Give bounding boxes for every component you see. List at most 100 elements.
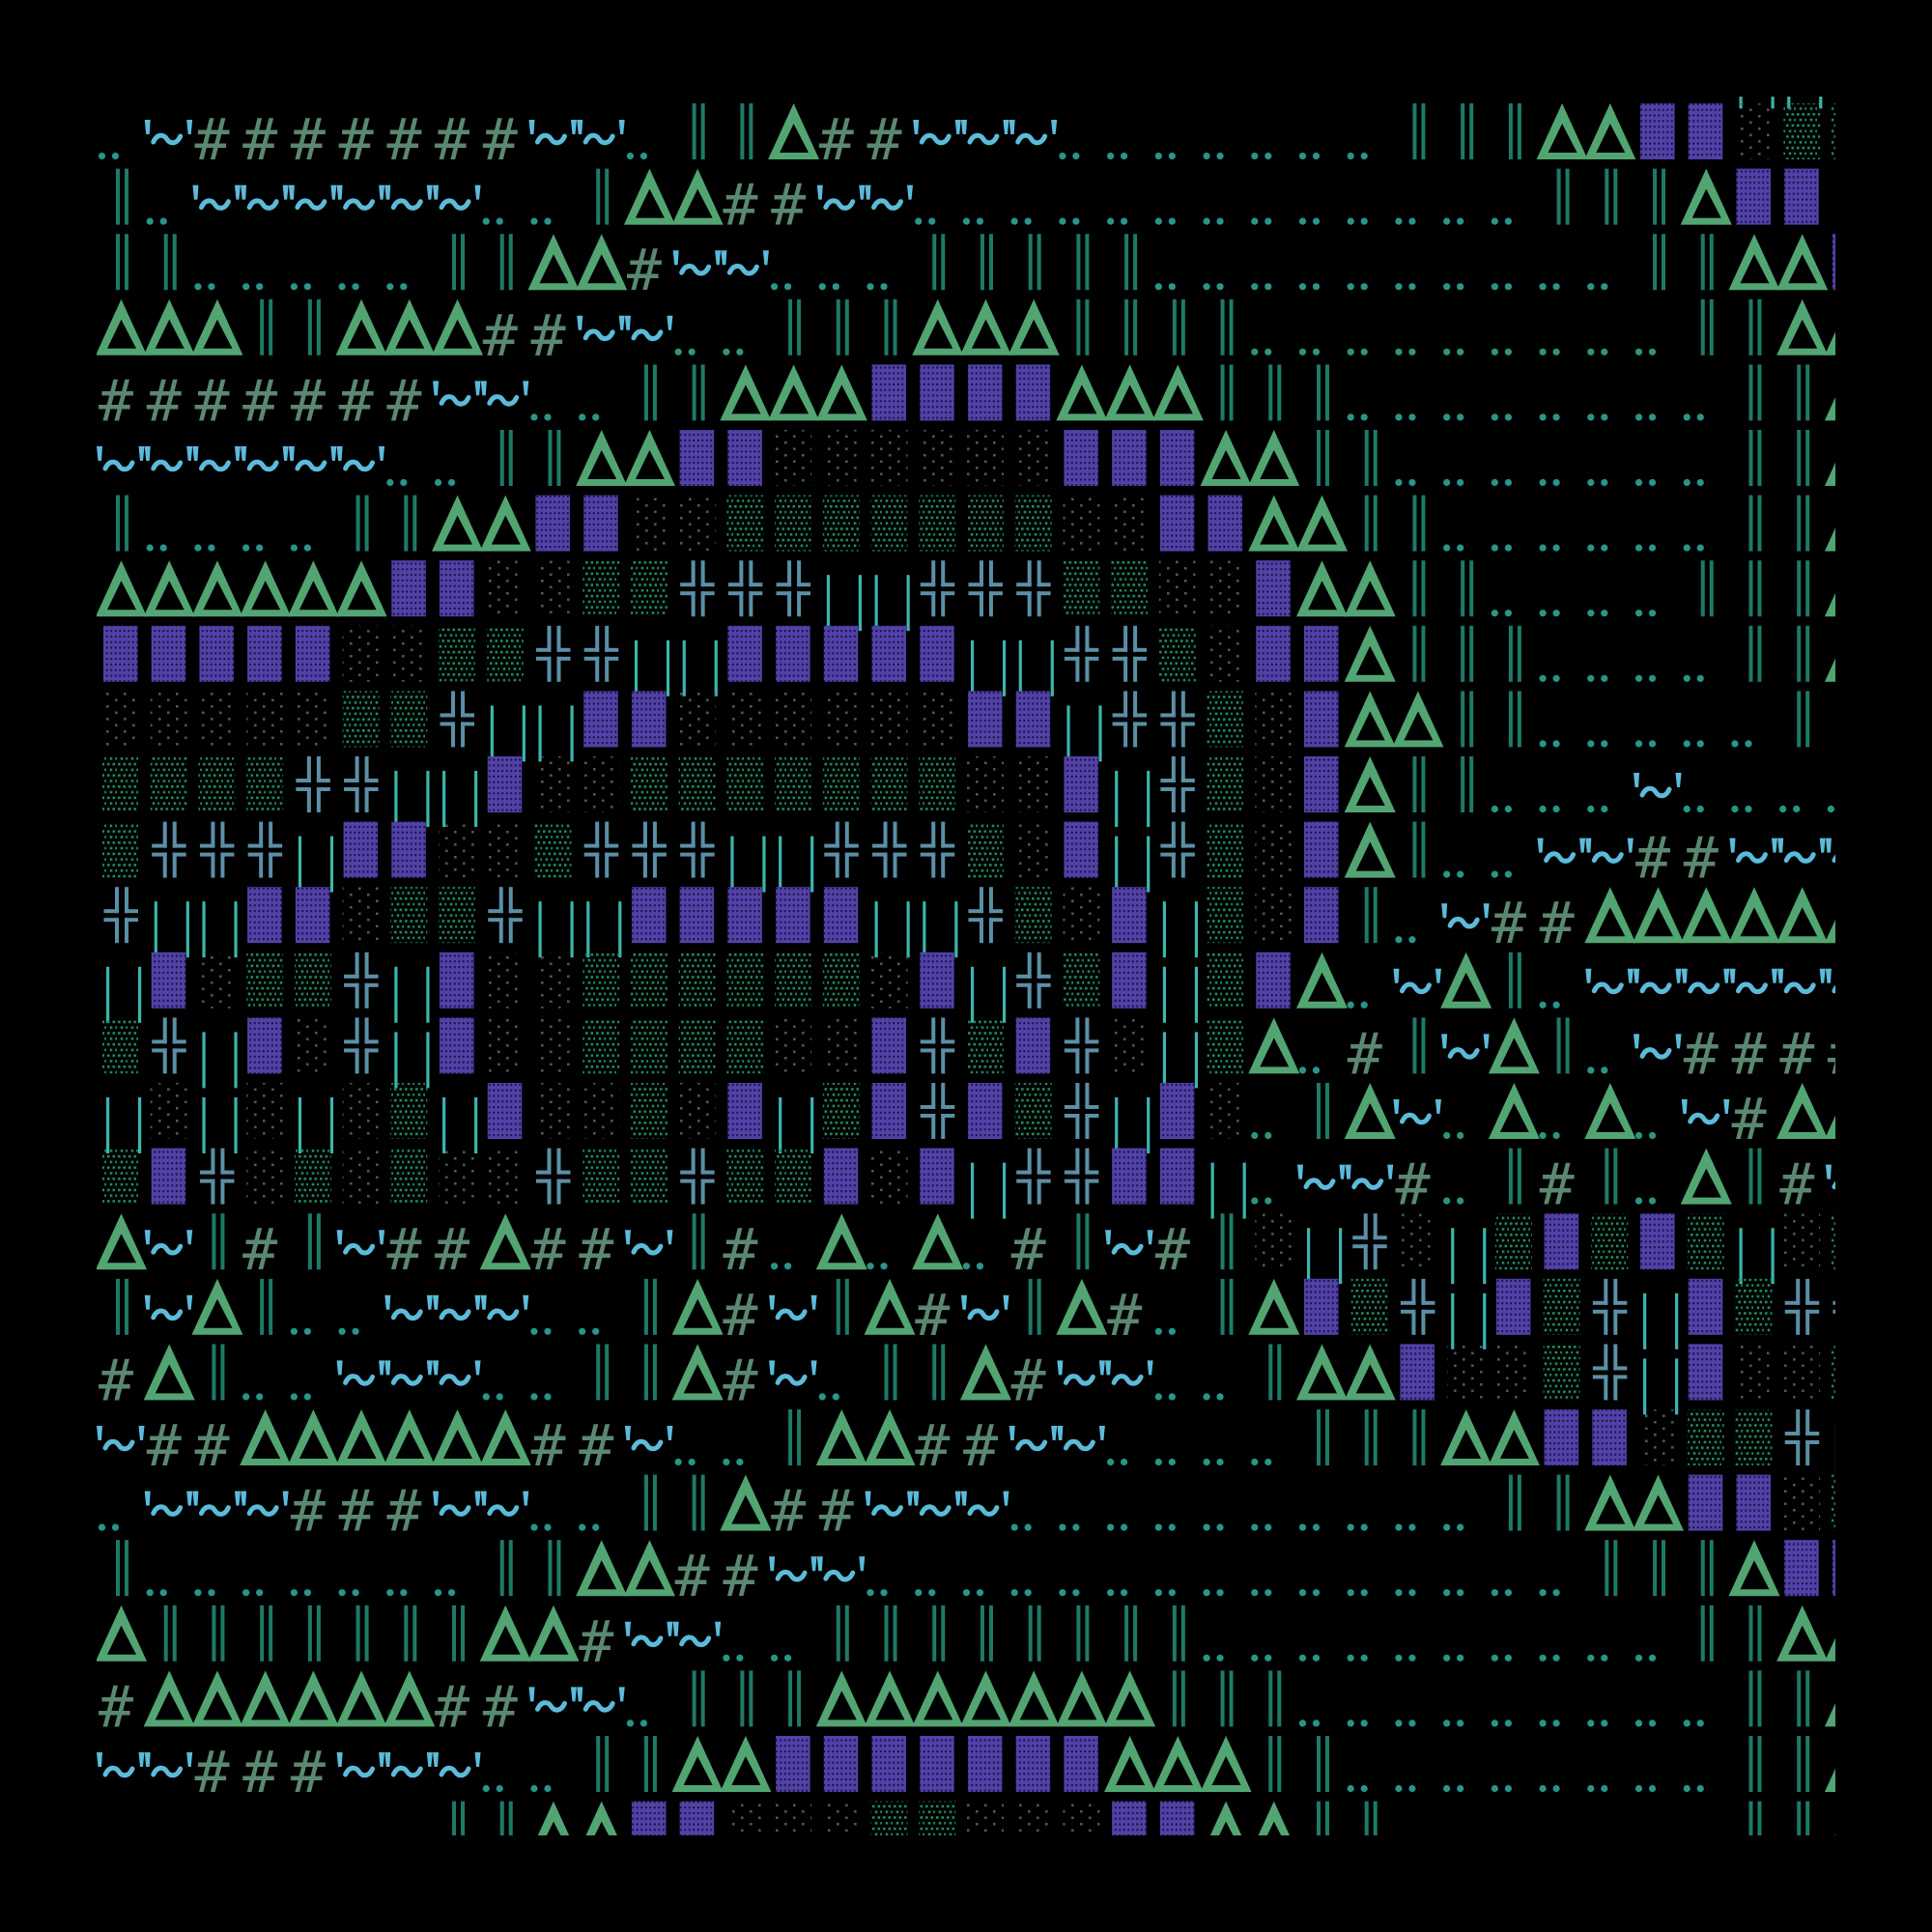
- glyph-light-shade: [1255, 821, 1293, 878]
- glyph-dots: [1491, 1719, 1512, 1727]
- glyph-dots: [1298, 152, 1321, 160]
- glyph-double-bar: [1508, 952, 1521, 1009]
- glyph-dots: [434, 478, 456, 487]
- glyph-medium-shade: [870, 495, 908, 552]
- glyph-wave: [1297, 1164, 1346, 1190]
- glyph-double-bar: [836, 1605, 849, 1662]
- glyph-row: # # #: [99, 1670, 1835, 1741]
- glyph-dense-block: [871, 1736, 907, 1792]
- glyph-medium-shade: [775, 952, 812, 1009]
- glyph-medium-shade: [1207, 952, 1244, 1009]
- glyph-double-bar: [1172, 298, 1185, 355]
- glyph-light-shade: [1063, 1801, 1100, 1835]
- glyph-dense-block: [1688, 1474, 1723, 1531]
- glyph-cyan-bars: [202, 901, 238, 958]
- glyph-double-bar: [740, 1670, 753, 1727]
- glyph-double-bar: [1124, 234, 1138, 291]
- svg-text:#: #: [194, 1739, 229, 1806]
- glyph-dots: [1443, 1784, 1464, 1793]
- glyph-medium-shade: [1063, 952, 1100, 1009]
- glyph-cross: [1016, 1148, 1051, 1205]
- glyph-cross: [920, 1083, 955, 1139]
- glyph-dots: [338, 1327, 359, 1335]
- glyph-double-bar: [884, 1605, 897, 1662]
- glyph-cyan-bars: [394, 771, 430, 827]
- glyph-dots: [1683, 1719, 1704, 1727]
- glyph-delta: [1824, 658, 1835, 682]
- glyph-dots: [1683, 674, 1704, 682]
- glyph-double-bar: [1700, 560, 1714, 617]
- glyph-double-bar: [1797, 364, 1810, 421]
- glyph-double-bar: [1461, 103, 1474, 159]
- glyph-dense-block: [1256, 560, 1291, 617]
- glyph-double-bar: [452, 1801, 466, 1835]
- glyph-dots: [1491, 1784, 1512, 1793]
- glyph-double-bar: [1797, 625, 1810, 682]
- svg-text:#: #: [242, 367, 277, 435]
- glyph-wave: [1634, 1034, 1682, 1060]
- glyph-delta: [1536, 103, 1588, 159]
- glyph-hash: #: [1540, 890, 1575, 957]
- glyph-dots: [1539, 1001, 1560, 1009]
- glyph-double-bar: [1124, 1605, 1138, 1662]
- glyph-double-bar: [116, 168, 128, 225]
- glyph-medium-shade: [726, 1148, 764, 1205]
- glyph-dense-block: [247, 887, 282, 944]
- glyph-medium-shade: [726, 1017, 764, 1074]
- glyph-delta: [384, 298, 436, 355]
- glyph-dots: [1539, 740, 1560, 748]
- glyph-double-bar: [307, 1605, 321, 1662]
- glyph-wave: [721, 250, 769, 276]
- glyph-dense-block: [1736, 1474, 1771, 1531]
- glyph-dense-block: [1784, 168, 1819, 225]
- glyph-hash: #: [723, 1216, 757, 1284]
- glyph-delta: [527, 1605, 580, 1662]
- glyph-medium-shade: [486, 625, 524, 682]
- glyph-wave: [433, 1491, 481, 1517]
- glyph-dots: [1107, 152, 1128, 160]
- glyph-double-bar: [1076, 1605, 1090, 1662]
- glyph-delta: [191, 560, 243, 617]
- glyph-medium-shade: [294, 1148, 331, 1205]
- glyph-cross: [1064, 1148, 1099, 1205]
- glyph-medium-shade: [726, 756, 764, 812]
- glyph-double-bar: [1700, 298, 1714, 355]
- glyph-delta: [1056, 1278, 1108, 1335]
- glyph-medium-shade: [678, 1017, 716, 1074]
- glyph-dots: [818, 1393, 839, 1401]
- glyph-dots: [194, 1589, 215, 1597]
- glyph-cross: [1064, 625, 1099, 682]
- glyph-dots: [1634, 740, 1657, 748]
- glyph-dense-block: [151, 625, 186, 682]
- glyph-delta: [1200, 1736, 1252, 1792]
- svg-text:#: #: [194, 367, 229, 435]
- svg-text:#: #: [723, 1347, 757, 1414]
- glyph-wave: [192, 446, 241, 472]
- glyph-dots: [1251, 1654, 1272, 1662]
- glyph-light-shade: [1063, 887, 1100, 944]
- svg-text:#: #: [963, 1412, 998, 1480]
- glyph-dense-block: [871, 364, 907, 421]
- svg-text:#: #: [1155, 1216, 1190, 1284]
- glyph-wave: [672, 1621, 722, 1648]
- glyph-hash: #: [771, 1478, 806, 1546]
- glyph-cross: [1112, 691, 1148, 748]
- glyph-cross: [1592, 1278, 1628, 1335]
- glyph-medium-shade: [390, 691, 428, 748]
- glyph-dots: [1443, 348, 1464, 355]
- glyph-hash: #: [435, 106, 469, 174]
- glyph-hash: #: [1395, 1151, 1430, 1219]
- glyph-medium-shade: [390, 1083, 428, 1139]
- glyph-hash: #: [1011, 1347, 1046, 1414]
- glyph-medium-shade: [246, 756, 284, 812]
- glyph-double-bar: [1556, 168, 1570, 225]
- glyph-dots: [1059, 152, 1080, 160]
- svg-text:#: #: [723, 1216, 757, 1284]
- glyph-double-bar: [740, 103, 753, 159]
- glyph-light-shade: [822, 691, 860, 748]
- svg-text:#: #: [915, 1282, 950, 1350]
- glyph-dots: [1251, 152, 1272, 160]
- glyph-delta: [671, 1278, 724, 1335]
- glyph-delta: [143, 1670, 195, 1727]
- glyph-double-bar: [980, 234, 993, 291]
